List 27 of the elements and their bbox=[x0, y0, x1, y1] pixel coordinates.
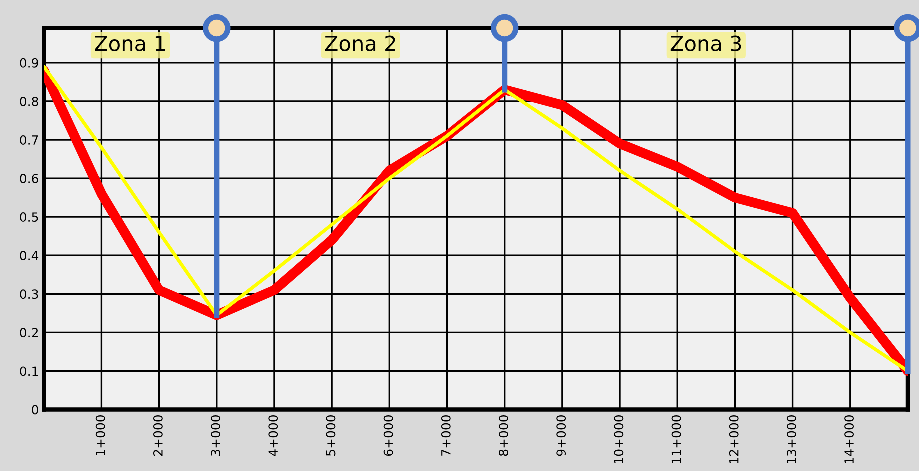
y-tick-label: 0.2 bbox=[20, 328, 38, 338]
x-tick-label: 11+000 bbox=[672, 415, 682, 464]
annotation: Zona 1 bbox=[95, 36, 166, 52]
x-tick-label: 2+000 bbox=[153, 415, 163, 456]
x-tick-label: 10+000 bbox=[614, 415, 624, 464]
x-tick-label: 6+000 bbox=[384, 415, 394, 456]
x-tick-label: 1+000 bbox=[96, 415, 106, 456]
annotation: Zona 2 bbox=[325, 36, 396, 52]
x-tick-label: 5+000 bbox=[326, 415, 336, 456]
x-tick-label: 14+000 bbox=[844, 415, 854, 464]
y-tick-label: 0.3 bbox=[20, 290, 38, 300]
x-tick-label: 4+000 bbox=[268, 415, 278, 456]
x-tick-label: 9+000 bbox=[556, 415, 566, 456]
y-tick-label: 0.7 bbox=[20, 135, 38, 145]
y-tick-label: 0.6 bbox=[20, 174, 38, 184]
y-tick-label: 0.1 bbox=[20, 366, 38, 376]
x-tick-label: 8+000 bbox=[499, 415, 508, 456]
y-tick-label: 0.8 bbox=[20, 96, 38, 106]
x-tick-label: 7+000 bbox=[441, 415, 451, 456]
x-tick-label: 12+000 bbox=[729, 415, 739, 464]
y-tick-label: 0.9 bbox=[20, 58, 38, 68]
annotation: Zona 3 bbox=[670, 36, 742, 52]
y-tick-label: 0.4 bbox=[20, 251, 39, 261]
y-tick-label: 0.5 bbox=[20, 212, 38, 222]
y-tick-label: 0 bbox=[32, 405, 38, 415]
x-tick-label: 3+000 bbox=[211, 415, 221, 456]
x-tick-label: 13+000 bbox=[786, 415, 796, 464]
